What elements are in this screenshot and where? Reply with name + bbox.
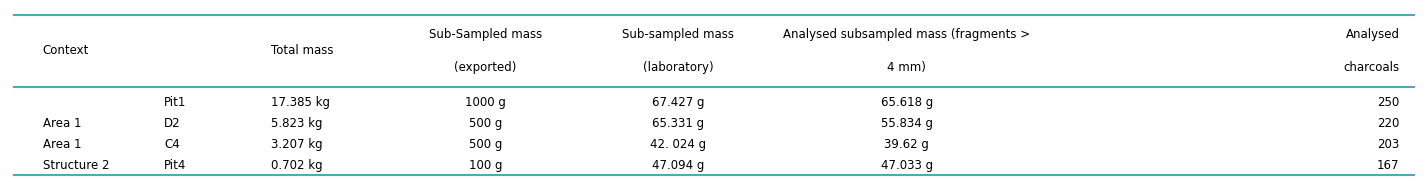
- Text: C4: C4: [164, 138, 180, 151]
- Text: 55.834 g: 55.834 g: [881, 117, 932, 130]
- Text: 203: 203: [1377, 138, 1399, 151]
- Text: Pit4: Pit4: [164, 159, 187, 172]
- Text: Area 1: Area 1: [43, 117, 81, 130]
- Text: 500 g: 500 g: [468, 138, 503, 151]
- Text: 65.618 g: 65.618 g: [881, 96, 932, 109]
- Text: 42. 024 g: 42. 024 g: [650, 138, 707, 151]
- Text: Area 1: Area 1: [43, 138, 81, 151]
- Text: 3.207 kg: 3.207 kg: [271, 138, 323, 151]
- Text: 167: 167: [1377, 159, 1399, 172]
- Text: (exported): (exported): [454, 61, 517, 74]
- Text: 100 g: 100 g: [468, 159, 503, 172]
- Text: 39.62 g: 39.62 g: [884, 138, 930, 151]
- Text: 220: 220: [1377, 117, 1399, 130]
- Text: 65.331 g: 65.331 g: [653, 117, 704, 130]
- Text: 67.427 g: 67.427 g: [653, 96, 704, 109]
- Text: 1000 g: 1000 g: [466, 96, 506, 109]
- Text: 250: 250: [1377, 96, 1399, 109]
- Text: Sub-Sampled mass: Sub-Sampled mass: [428, 28, 543, 41]
- Text: Pit1: Pit1: [164, 96, 187, 109]
- Text: Total mass: Total mass: [271, 44, 334, 58]
- Text: 5.823 kg: 5.823 kg: [271, 117, 323, 130]
- Text: Analysed subsampled mass (fragments >: Analysed subsampled mass (fragments >: [783, 28, 1031, 41]
- Text: 500 g: 500 g: [468, 117, 503, 130]
- Text: charcoals: charcoals: [1344, 61, 1399, 74]
- Text: Context: Context: [43, 44, 89, 58]
- Text: 47.094 g: 47.094 g: [653, 159, 704, 172]
- Text: 4 mm): 4 mm): [887, 61, 927, 74]
- Text: D2: D2: [164, 117, 181, 130]
- Text: 47.033 g: 47.033 g: [881, 159, 932, 172]
- Text: Analysed: Analysed: [1345, 28, 1399, 41]
- Text: 17.385 kg: 17.385 kg: [271, 96, 330, 109]
- Text: Structure 2: Structure 2: [43, 159, 110, 172]
- Text: 0.702 kg: 0.702 kg: [271, 159, 323, 172]
- Text: Sub-sampled mass: Sub-sampled mass: [623, 28, 734, 41]
- Text: (laboratory): (laboratory): [643, 61, 714, 74]
